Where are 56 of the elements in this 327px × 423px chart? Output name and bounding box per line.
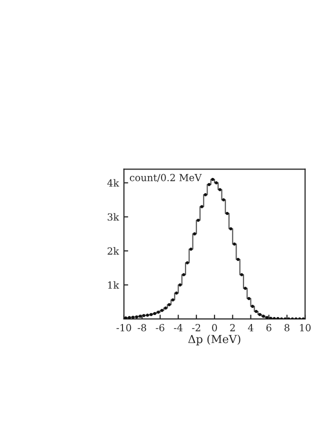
point — [150, 312, 153, 316]
x-tick-label: 0 — [212, 324, 217, 332]
point — [160, 308, 164, 312]
point — [240, 273, 244, 276]
point — [258, 312, 262, 316]
point — [251, 304, 254, 308]
point — [265, 316, 269, 319]
point — [142, 314, 146, 318]
y-tick-label: 2k — [108, 247, 120, 255]
point — [164, 306, 168, 310]
x-tick-label: -6 — [156, 324, 164, 332]
y-tick-label: 1k — [108, 281, 120, 289]
point — [211, 178, 214, 181]
y-tick-label: 4k — [107, 179, 120, 187]
point — [247, 296, 250, 300]
point — [131, 316, 135, 319]
point — [262, 314, 265, 318]
point — [226, 212, 229, 215]
point — [236, 258, 240, 261]
point — [189, 248, 193, 251]
point — [208, 182, 211, 186]
point — [128, 316, 131, 319]
point — [200, 205, 204, 208]
point — [138, 314, 142, 318]
point — [193, 232, 196, 236]
point — [178, 283, 182, 286]
point — [135, 315, 138, 318]
point — [156, 310, 160, 314]
point — [222, 198, 226, 202]
x-tick-label: 4 — [248, 324, 254, 332]
point — [171, 298, 174, 302]
x-tick-label: 10 — [300, 324, 311, 332]
point — [146, 314, 150, 317]
x-axis-title: Δp (MeV) — [188, 334, 240, 346]
x-tick-label: 2 — [230, 324, 235, 332]
x-tick-label: -4 — [174, 324, 183, 332]
annotation: count/0.2 MeV — [130, 174, 202, 182]
point — [204, 193, 208, 196]
point — [182, 273, 186, 276]
x-tick-label: 8 — [284, 324, 290, 332]
point — [214, 181, 218, 184]
point — [232, 242, 236, 246]
point — [229, 227, 232, 230]
point — [186, 261, 189, 264]
x-tick-label: -2 — [192, 324, 200, 332]
point — [254, 310, 258, 314]
point — [196, 218, 200, 222]
x-tick-label: 6 — [266, 324, 272, 332]
x-tick-label: -10 — [116, 324, 132, 332]
point — [168, 303, 171, 306]
y-tick-label: 3k — [108, 213, 120, 221]
point — [153, 312, 156, 316]
point — [244, 286, 247, 290]
x-tick-label: -8 — [138, 324, 146, 332]
point — [218, 188, 222, 192]
point — [174, 292, 178, 295]
